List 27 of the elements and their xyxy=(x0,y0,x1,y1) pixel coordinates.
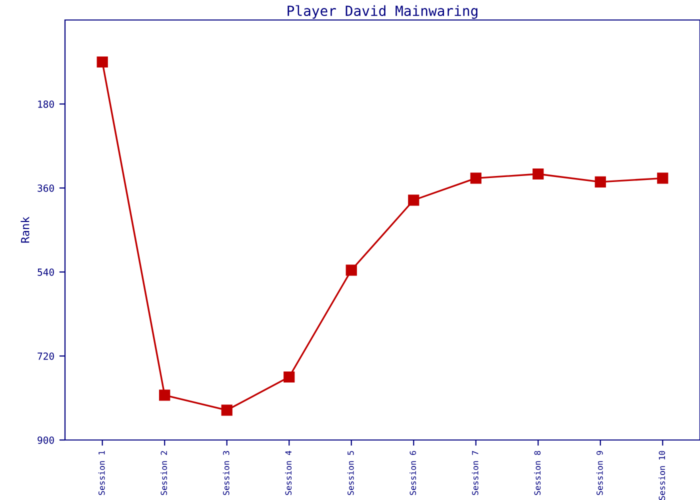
x-tick-label: Session 1 xyxy=(98,450,105,496)
y-tick-label: 180 xyxy=(38,100,54,108)
point xyxy=(408,194,420,206)
point xyxy=(470,172,482,184)
y-tick-label: 540 xyxy=(38,268,54,276)
x-tick-label: Session 4 xyxy=(285,450,292,496)
point xyxy=(159,390,170,401)
x-tick-label: Session 2 xyxy=(160,451,168,496)
y-tick-label: 900 xyxy=(38,436,54,444)
chart-title: Player David Mainwaring xyxy=(288,5,478,19)
point xyxy=(657,172,668,184)
y-tick-label: 720 xyxy=(38,352,54,360)
x-tick-label: Session 8 xyxy=(534,450,541,496)
x-tick-label: Session 5 xyxy=(347,451,354,496)
point xyxy=(594,176,606,188)
x-tick-label: Session 10 xyxy=(658,450,666,500)
y-tick-label: 360 xyxy=(38,184,54,192)
point xyxy=(532,168,544,180)
y-axis-title: Rank xyxy=(20,216,30,243)
point xyxy=(284,371,295,383)
x-tick-label: Session 6 xyxy=(410,450,416,496)
point xyxy=(221,404,232,416)
point xyxy=(346,264,357,276)
x-tick-label: Session 9 xyxy=(596,450,603,496)
x-tick-label: Session 7 xyxy=(472,451,478,496)
x-tick-label: Session 3 xyxy=(222,451,230,496)
point xyxy=(96,56,108,68)
